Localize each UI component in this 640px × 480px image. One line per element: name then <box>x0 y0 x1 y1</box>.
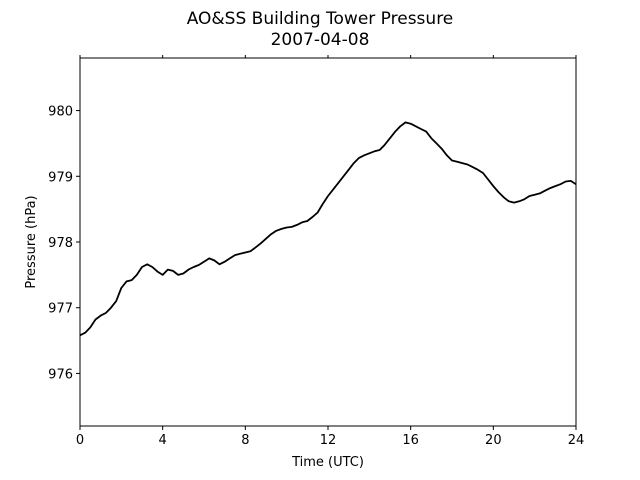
y-tick-label: 977 <box>48 302 73 317</box>
y-axis-ticks: 976 977 978 979 980 <box>48 105 80 382</box>
y-tick-label: 978 <box>48 236 73 251</box>
chart-subtitle: 2007-04-08 <box>271 30 370 50</box>
plot-frame <box>79 57 577 427</box>
x-tick-label: 0 <box>76 433 84 448</box>
x-axis-ticks: 0 4 8 12 16 20 24 <box>76 55 584 448</box>
y-tick-label: 980 <box>48 105 73 120</box>
chart-title: AO&SS Building Tower Pressure <box>187 9 454 29</box>
y-tick-label: 979 <box>48 170 73 185</box>
x-tick-label: 12 <box>320 433 337 448</box>
x-tick-label: 4 <box>159 433 167 448</box>
x-tick-label: 8 <box>241 433 249 448</box>
x-tick-label: 16 <box>402 433 419 448</box>
x-tick-label: 20 <box>485 433 502 448</box>
x-axis-label: Time (UTC) <box>291 455 364 470</box>
y-axis-label: Pressure (hPa) <box>24 195 39 288</box>
x-tick-label: 24 <box>568 433 585 448</box>
y-tick-label: 976 <box>48 367 73 382</box>
pressure-series-line <box>79 121 577 337</box>
